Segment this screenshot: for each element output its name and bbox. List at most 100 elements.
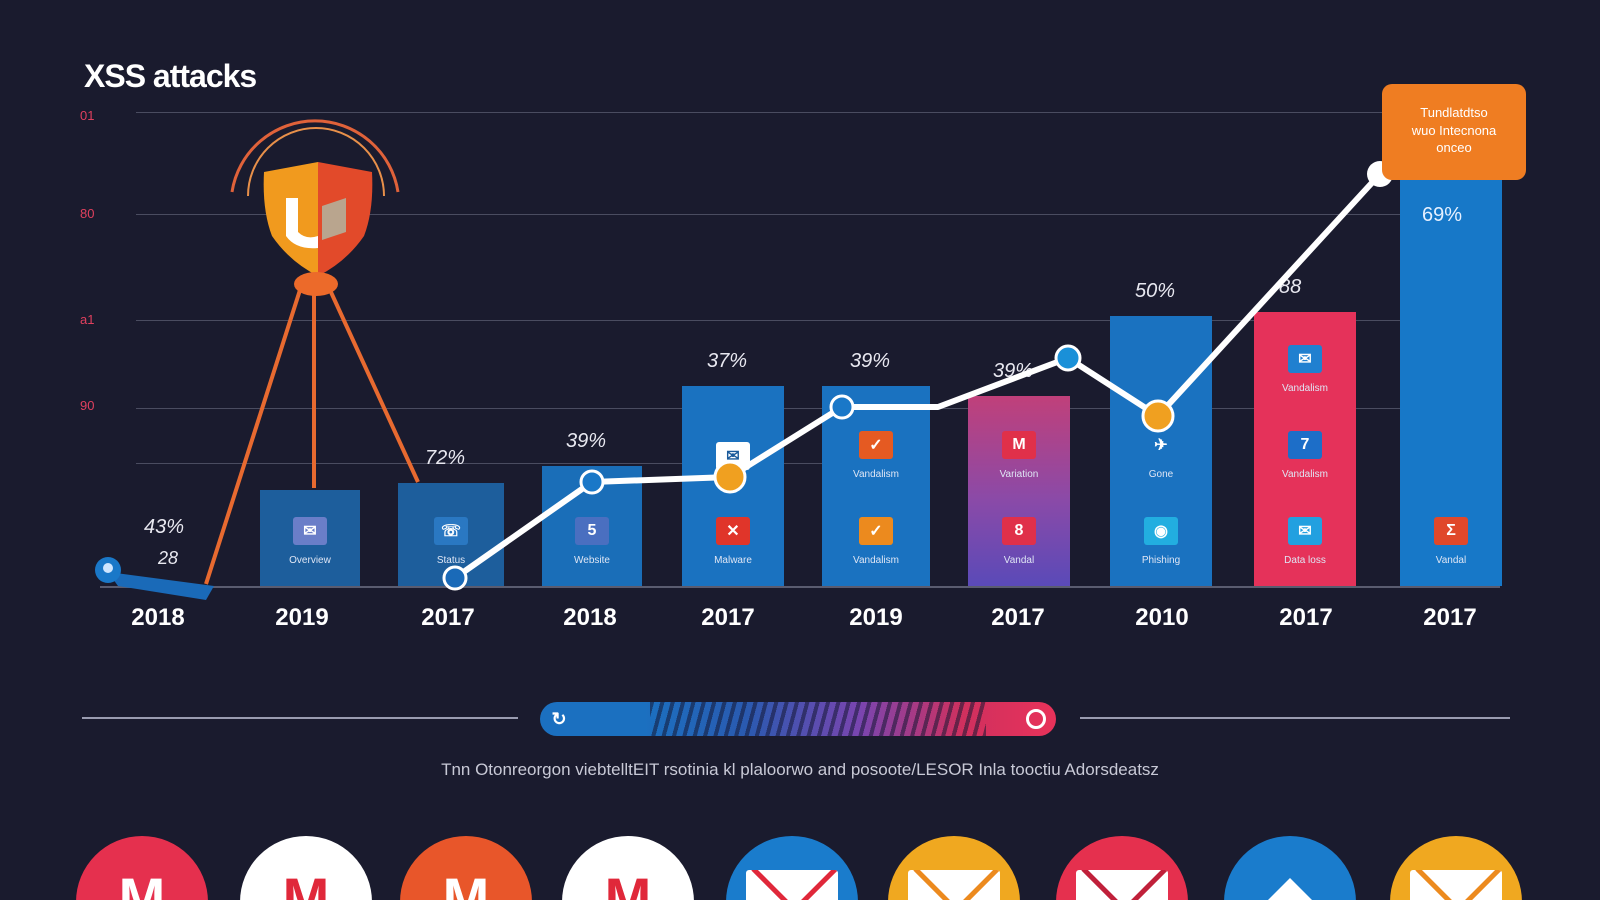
mail-icon: ✈ [1144, 431, 1178, 459]
bar-icon-cell: ☏ Status [398, 517, 504, 566]
bar-icon-label: Malware [714, 555, 752, 566]
bar-icon-cell: ◉ Phishing [1110, 517, 1212, 566]
y-tick: 01 [80, 108, 95, 123]
x-axis-label: 2017 [1423, 604, 1477, 631]
bar-icon-label: Vandal [1003, 555, 1035, 566]
bar-icon-cell: ✈ Gone [1110, 431, 1212, 480]
bar: ✉ Vandalism 7 Vandalism ✉ Data loss [1254, 312, 1356, 586]
timeline-slider[interactable]: ↻ [540, 702, 1056, 736]
mail-icon: ✕ [716, 517, 750, 545]
x-axis-label: 2018 [563, 604, 617, 631]
callout-box: Tundlatdtso wuo Intecnona onceo [1382, 84, 1526, 180]
mail-icon: ✓ [859, 517, 893, 545]
trend-points [442, 161, 1393, 591]
gridline [136, 320, 1472, 321]
gmail-m-glyph: M [442, 866, 490, 900]
bar-icon-label: Gone [1148, 469, 1174, 480]
callout-line: wuo Intecnona [1411, 122, 1497, 138]
y-tick: a1 [80, 312, 95, 327]
bar-icon-label: Vandalism [1282, 383, 1328, 394]
mail-icon: Σ [1434, 517, 1468, 545]
x-axis-label: 2010 [1135, 604, 1189, 631]
bar: Σ Vandal [1400, 176, 1502, 586]
bar-icon-label: Overview [289, 555, 331, 566]
bar-value-label: 69% [1422, 204, 1463, 226]
shield-icon [263, 162, 373, 296]
x-axis-label: 2019 [849, 604, 903, 631]
envelope-icon [1076, 870, 1168, 900]
divider-right [1080, 717, 1510, 719]
gmail-m-glyph: M [604, 866, 652, 900]
gridline [136, 408, 1472, 409]
mail-icon: M [1002, 431, 1036, 459]
mail-icon: ✓ [859, 431, 893, 459]
divider-left [82, 717, 518, 719]
mail-icon: 8 [1002, 517, 1036, 545]
slider-stripes [650, 702, 986, 736]
bar-icon-cell: M Variation [968, 431, 1070, 480]
point-label-first: 43% [144, 516, 185, 538]
envelope-icon [746, 870, 838, 900]
bar-value-label: 50% [1135, 280, 1176, 302]
trend-line [452, 171, 1383, 581]
callout-line: onceo [1436, 140, 1472, 156]
bar-icon-cell: 5 Website [542, 517, 642, 566]
x-axis-label: 2017 [1279, 604, 1333, 631]
x-axis-label: 2018 [131, 604, 185, 631]
bar: ✉ Overview [260, 490, 360, 586]
x-axis-label: 2017 [991, 604, 1045, 631]
bar-icon-label: Status [436, 555, 466, 566]
bar-value-label: 72% [425, 447, 466, 469]
gridline [136, 463, 920, 464]
bar-icon-label: Website [574, 555, 610, 566]
x-axis-label: 2017 [701, 604, 755, 631]
bar-value-label: 39% [566, 430, 607, 452]
refresh-icon[interactable]: ↻ [551, 709, 567, 729]
envelope-icon [908, 870, 1000, 900]
bar-icon-label: Variation [999, 469, 1039, 480]
bar-value-label: 39% [850, 350, 891, 372]
bar-icon-cell: 8 Vandal [968, 517, 1070, 566]
arrow-up-icon [1250, 878, 1330, 900]
bar-icon-cell: ✓ Vandalism [822, 431, 930, 480]
tripod-icon [204, 289, 420, 585]
gridline [136, 112, 1472, 113]
mail-icon: ◉ [1144, 517, 1178, 545]
page-title: XSS attacks [84, 58, 257, 94]
bar-icon-cell: ✉ Vandalism [1254, 345, 1356, 394]
bar-icon-label: Vandal [1435, 555, 1467, 566]
bar-icon-label: Vandalism [853, 555, 899, 566]
bar-icon-cell: ✓ Vandalism [822, 517, 930, 566]
callout-line: Tundlatdtso [1420, 105, 1488, 120]
bar-icon-cell: ✉ Data loss [1254, 517, 1356, 566]
bar-icon-cell: ✕ Malware [682, 517, 784, 566]
mail-icon: ✉ [1288, 345, 1322, 373]
mail-icon: ✉ [293, 517, 327, 545]
ring-icon[interactable] [1026, 709, 1046, 729]
bar-icon-label: Phishing [1141, 555, 1181, 566]
bar-value-label: 37% [707, 350, 748, 372]
signal-arcs-icon [230, 119, 400, 197]
bar: ✈ Gone ◉ Phishing [1110, 316, 1212, 586]
bar-icon-cell: ✉ Overview [260, 517, 360, 566]
x-axis-baseline [100, 586, 1500, 588]
bar-icon-cell: Σ Vandal [1400, 517, 1502, 566]
x-axis-label: 2019 [275, 604, 329, 631]
bar-icon-label: Data loss [1284, 555, 1326, 566]
gmail-m-glyph: M [282, 866, 330, 900]
mail-icon: ☏ [434, 517, 468, 545]
mail-icon: ✉ [1288, 517, 1322, 545]
envelope-icon [1410, 870, 1502, 900]
y-tick: 80 [80, 206, 95, 221]
point-sublabel-first: 28 [158, 548, 179, 568]
start-node-icon [95, 557, 214, 600]
caption-text: Tnn Otonreorgon viebtelltEIT rsotinia kl… [441, 760, 1159, 779]
bar-icon-cell: 7 Vandalism [1254, 431, 1356, 480]
bar-icon-label: Vandalism [1282, 469, 1328, 480]
bar: M Variation 8 Vandal [968, 396, 1070, 586]
x-axis-label: 2017 [421, 604, 475, 631]
y-tick: 90 [80, 398, 95, 413]
bar-icon-label: Vandalism [853, 469, 899, 480]
gmail-m-glyph: M [118, 866, 166, 900]
